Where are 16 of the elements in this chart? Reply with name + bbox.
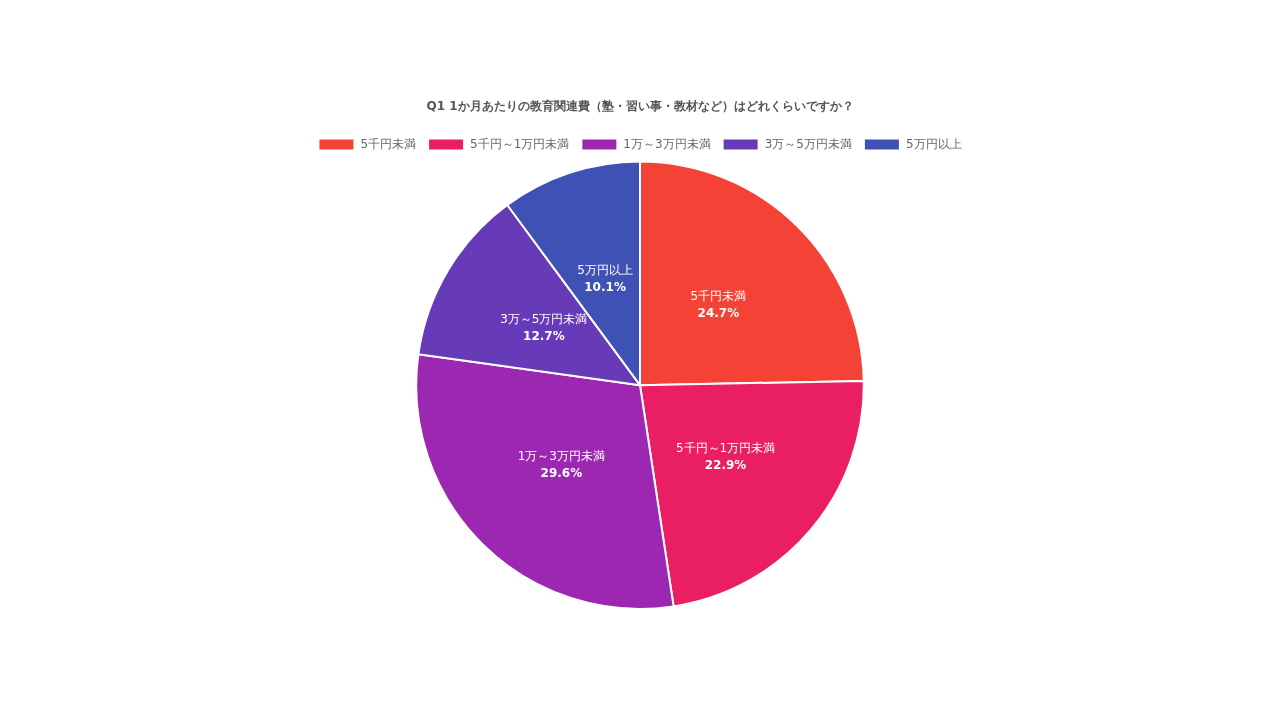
slice-label: 1万～3万円未満: [517, 448, 606, 463]
data-label: 22.9%: [704, 458, 747, 473]
data-label: 29.6%: [540, 465, 583, 480]
legend-label: 3万～5万円未満: [764, 136, 852, 151]
legend-label: 5万円以上: [905, 136, 962, 151]
legend-label: 5千円～1万円未満: [470, 136, 570, 151]
chart-title: Q1 1か月あたりの教育関連費（塾・習い事・教材など）はどれくらいですか？: [426, 99, 854, 114]
legend-label: 1万～3万円未満: [623, 136, 711, 151]
slice-label: 5千円～1万円未満: [675, 441, 776, 456]
slice-label: 5千円未満: [690, 289, 747, 304]
data-label: 12.7%: [523, 329, 565, 344]
slice-label: 3万～5万円未満: [500, 312, 588, 327]
legend-label: 5千円未満: [360, 136, 417, 151]
slice-label: 5万円以上: [577, 263, 633, 278]
data-label: 24.7%: [697, 306, 740, 321]
data-label: 10.1%: [584, 280, 626, 295]
